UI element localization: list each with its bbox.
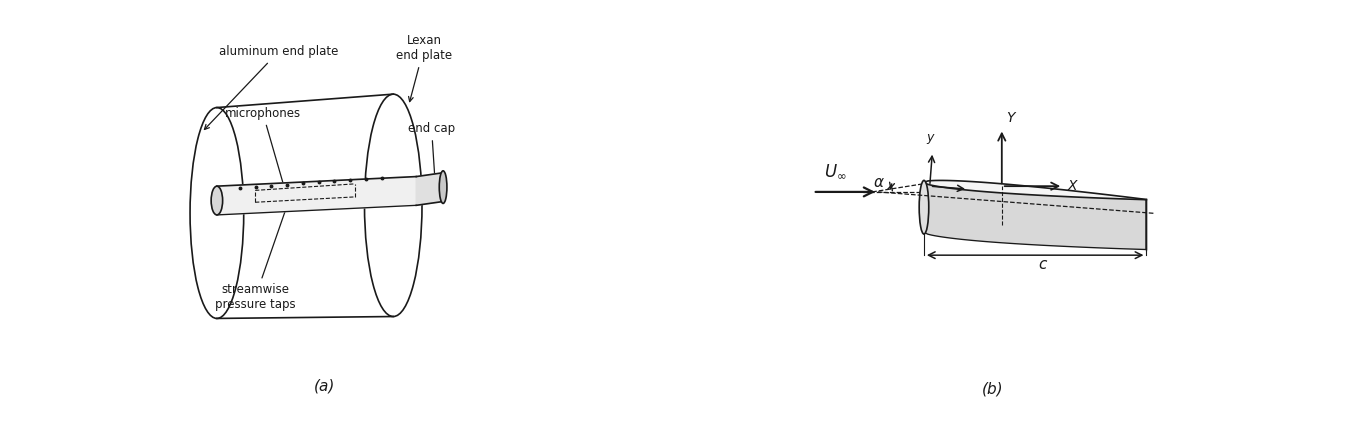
Text: $y$: $y$ <box>925 132 935 146</box>
Ellipse shape <box>211 186 223 215</box>
Text: aluminum end plate: aluminum end plate <box>204 46 338 130</box>
Text: (a): (a) <box>313 378 335 393</box>
Ellipse shape <box>919 181 928 234</box>
Polygon shape <box>416 173 443 205</box>
Text: Lexan
end plate: Lexan end plate <box>396 34 453 102</box>
Ellipse shape <box>439 171 447 203</box>
Text: $X$: $X$ <box>1067 179 1079 193</box>
Text: $c$: $c$ <box>1038 256 1048 272</box>
Polygon shape <box>924 182 1147 250</box>
Text: $Y$: $Y$ <box>1005 111 1017 125</box>
Text: microphones: microphones <box>224 107 301 189</box>
Text: end cap: end cap <box>408 122 455 183</box>
Text: $U_\infty$: $U_\infty$ <box>824 163 847 181</box>
Polygon shape <box>924 181 1147 200</box>
Text: $\alpha$: $\alpha$ <box>873 175 885 190</box>
Text: streamwise
pressure taps: streamwise pressure taps <box>215 191 296 311</box>
Text: (b): (b) <box>982 382 1004 397</box>
Polygon shape <box>218 176 416 215</box>
Text: $x$: $x$ <box>971 183 982 196</box>
